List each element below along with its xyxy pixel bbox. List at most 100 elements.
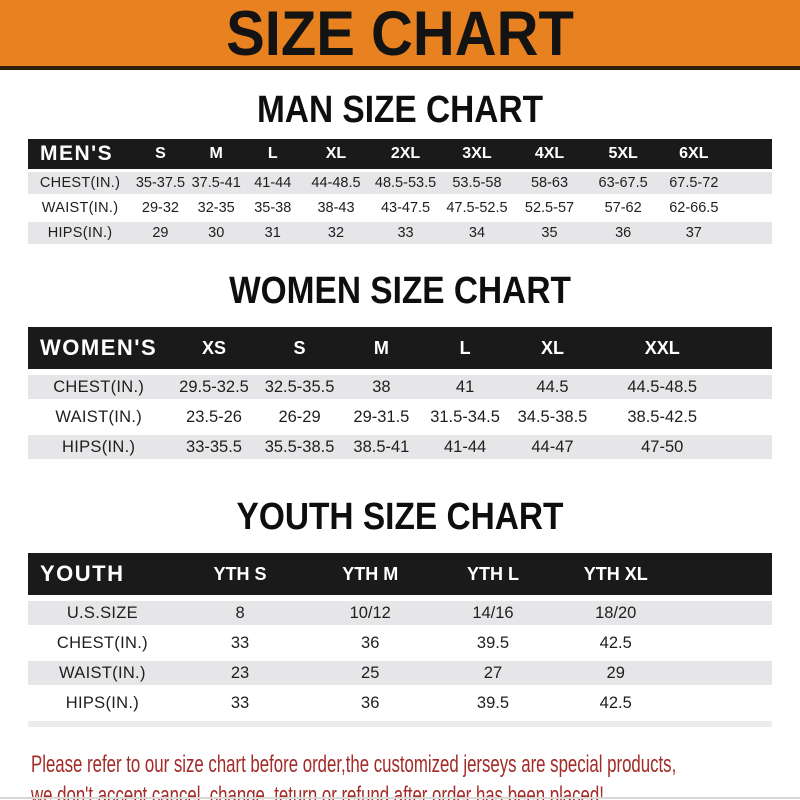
filler-cell bbox=[727, 172, 772, 194]
youth-size-table: YOUTH YTH S YTH M YTH L YTH XL U.S.SIZE … bbox=[28, 547, 772, 733]
youth-col-header: YTH M bbox=[303, 553, 438, 595]
men-col-header: 6XL bbox=[660, 139, 728, 169]
row-label: HIPS(IN.) bbox=[28, 435, 170, 459]
footer-note: Please refer to our size chart before or… bbox=[31, 749, 800, 800]
filler-cell bbox=[727, 197, 772, 219]
size-value: 42.5 bbox=[548, 631, 683, 655]
size-value: 44-47 bbox=[507, 435, 598, 459]
row-label: WAIST(IN.) bbox=[28, 405, 170, 429]
filler-cell bbox=[28, 721, 772, 727]
row-label: CHEST(IN.) bbox=[28, 375, 170, 399]
table-row: U.S.SIZE 8 10/12 14/16 18/20 bbox=[28, 601, 772, 625]
row-label: U.S.SIZE bbox=[28, 601, 177, 625]
size-value: 32 bbox=[301, 222, 371, 244]
filler-cell bbox=[682, 631, 772, 655]
youth-col-header: YTH S bbox=[176, 553, 304, 595]
youth-corner-label: YOUTH bbox=[28, 553, 177, 595]
size-value: 25 bbox=[303, 661, 438, 685]
size-value: 58-63 bbox=[513, 172, 586, 194]
size-value: 47-50 bbox=[597, 435, 728, 459]
size-value: 41 bbox=[422, 375, 508, 399]
row-label: CHEST(IN.) bbox=[28, 631, 177, 655]
filler-cell bbox=[727, 327, 772, 369]
women-header-row: WOMEN'S XS S M L XL XXL bbox=[28, 327, 772, 369]
table-row: WAIST(IN.) 23.5-26 26-29 29-31.5 31.5-34… bbox=[28, 405, 772, 429]
filler-cell bbox=[682, 661, 772, 685]
bottom-divider bbox=[0, 797, 800, 799]
filler-cell bbox=[727, 375, 772, 399]
size-value: 39.5 bbox=[437, 631, 549, 655]
size-value: 35.5-38.5 bbox=[258, 435, 341, 459]
filler-cell bbox=[682, 691, 772, 715]
row-label: HIPS(IN.) bbox=[28, 691, 177, 715]
filler-cell bbox=[682, 601, 772, 625]
footer-note-line2: we don't accept cancel, change, teturn o… bbox=[31, 782, 604, 800]
size-value: 26-29 bbox=[258, 405, 341, 429]
size-value: 14/16 bbox=[437, 601, 549, 625]
banner-title: SIZE CHART bbox=[226, 0, 574, 69]
size-value: 67.5-72 bbox=[660, 172, 728, 194]
size-value: 29 bbox=[548, 661, 683, 685]
women-col-header: XL bbox=[507, 327, 598, 369]
size-value: 57-62 bbox=[585, 197, 661, 219]
table-row: CHEST(IN.) 35-37.5 37.5-41 41-44 44-48.5… bbox=[28, 172, 772, 194]
men-col-header: L bbox=[243, 139, 302, 169]
size-value: 35-37.5 bbox=[132, 172, 189, 194]
size-value: 33-35.5 bbox=[169, 435, 259, 459]
size-value: 44.5 bbox=[507, 375, 598, 399]
table-bottom-strip bbox=[28, 721, 772, 727]
size-value: 33 bbox=[370, 222, 441, 244]
women-col-header: L bbox=[422, 327, 508, 369]
men-col-header: 2XL bbox=[370, 139, 441, 169]
size-value: 41-44 bbox=[422, 435, 508, 459]
table-row: WAIST(IN.) 29-32 32-35 35-38 38-43 43-47… bbox=[28, 197, 772, 219]
size-value: 29 bbox=[132, 222, 189, 244]
filler-cell bbox=[727, 139, 772, 169]
youth-col-header: YTH L bbox=[437, 553, 549, 595]
size-value: 38.5-42.5 bbox=[597, 405, 728, 429]
youth-section-heading: YOUTH SIZE CHART bbox=[236, 496, 564, 538]
size-value: 35-38 bbox=[243, 197, 302, 219]
table-row: WAIST(IN.) 23 25 27 29 bbox=[28, 661, 772, 685]
size-value: 48.5-53.5 bbox=[370, 172, 441, 194]
size-value: 34.5-38.5 bbox=[507, 405, 598, 429]
size-value: 47.5-52.5 bbox=[440, 197, 514, 219]
filler-cell bbox=[727, 222, 772, 244]
size-value: 32-35 bbox=[188, 197, 244, 219]
size-value: 33 bbox=[176, 691, 304, 715]
row-label: HIPS(IN.) bbox=[28, 222, 133, 244]
size-value: 37 bbox=[660, 222, 728, 244]
women-section-heading: WOMEN SIZE CHART bbox=[229, 270, 571, 312]
row-label: CHEST(IN.) bbox=[28, 172, 133, 194]
filler-cell bbox=[682, 553, 772, 595]
size-value: 23 bbox=[176, 661, 304, 685]
footer-note-line1: Please refer to our size chart before or… bbox=[31, 751, 677, 778]
women-col-header: S bbox=[258, 327, 341, 369]
size-value: 36 bbox=[303, 691, 438, 715]
size-value: 63-67.5 bbox=[585, 172, 661, 194]
size-value: 10/12 bbox=[303, 601, 438, 625]
table-row: CHEST(IN.) 33 36 39.5 42.5 bbox=[28, 631, 772, 655]
youth-header-row: YOUTH YTH S YTH M YTH L YTH XL bbox=[28, 553, 772, 595]
size-value: 44.5-48.5 bbox=[597, 375, 728, 399]
size-value: 29.5-32.5 bbox=[169, 375, 259, 399]
size-value: 44-48.5 bbox=[301, 172, 371, 194]
size-value: 36 bbox=[585, 222, 661, 244]
size-value: 18/20 bbox=[548, 601, 683, 625]
men-section-heading: MAN SIZE CHART bbox=[256, 89, 544, 131]
men-col-header: 5XL bbox=[585, 139, 661, 169]
women-col-header: M bbox=[340, 327, 423, 369]
size-value: 23.5-26 bbox=[169, 405, 259, 429]
size-value: 38-43 bbox=[301, 197, 371, 219]
men-col-header: 3XL bbox=[440, 139, 514, 169]
size-value: 39.5 bbox=[437, 691, 549, 715]
size-value: 38.5-41 bbox=[340, 435, 423, 459]
men-corner-label: MEN'S bbox=[28, 139, 133, 169]
women-size-table: WOMEN'S XS S M L XL XXL CHEST(IN.) 29.5-… bbox=[28, 321, 772, 465]
women-col-header: XS bbox=[169, 327, 259, 369]
row-label: WAIST(IN.) bbox=[28, 661, 177, 685]
row-label: WAIST(IN.) bbox=[28, 197, 133, 219]
size-value: 37.5-41 bbox=[188, 172, 244, 194]
size-value: 8 bbox=[176, 601, 304, 625]
